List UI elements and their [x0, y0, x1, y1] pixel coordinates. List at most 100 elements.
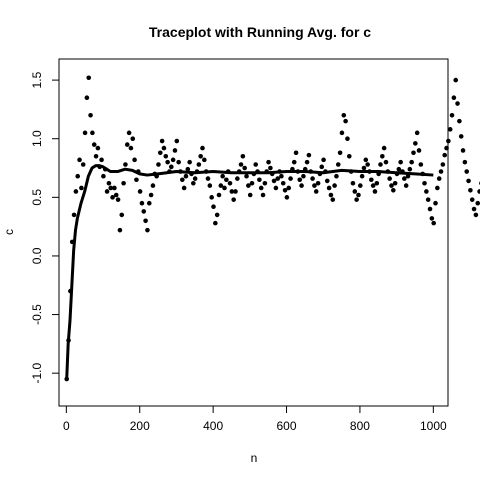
trace-point: [280, 180, 286, 186]
y-tick-label: 0.0: [30, 247, 44, 264]
trace-point: [335, 162, 341, 167]
trace-point: [381, 145, 387, 151]
trace-point: [462, 159, 468, 165]
trace-point: [447, 127, 453, 132]
trace-point: [73, 189, 79, 194]
trace-point: [88, 112, 93, 118]
trace-point: [110, 195, 115, 200]
trace-point: [132, 157, 137, 163]
y-tick-label: 1.0: [30, 130, 44, 147]
trace-point: [196, 162, 202, 167]
trace-point: [169, 164, 174, 170]
x-tick-label: 800: [350, 419, 370, 433]
trace-point: [389, 183, 394, 188]
trace-point: [451, 95, 457, 100]
trace-point: [266, 159, 271, 165]
trace-point: [126, 130, 132, 136]
trace-point: [233, 189, 238, 194]
trace-point: [387, 176, 392, 181]
trace-point: [319, 164, 325, 170]
trace-point: [299, 183, 304, 188]
trace-point: [242, 165, 247, 171]
trace-point: [436, 176, 442, 181]
trace-point: [442, 152, 448, 158]
trace-point: [356, 192, 361, 198]
trace-point: [235, 176, 240, 181]
trace-point: [112, 185, 117, 191]
trace-point: [286, 185, 292, 191]
trace-point: [191, 180, 196, 186]
trace-point: [137, 189, 143, 194]
trace-point: [332, 183, 337, 188]
trace-point: [427, 206, 433, 212]
trace-point: [101, 173, 106, 179]
trace-point: [86, 75, 92, 81]
y-axis: -1.0 -0.5 0.0 0.5 1.0 1.5: [30, 71, 60, 384]
trace-point: [297, 177, 303, 183]
y-tick-label: -0.5: [30, 304, 44, 325]
trace-point: [359, 173, 365, 179]
trace-point: [134, 177, 139, 183]
trace-point: [345, 136, 350, 142]
trace-point: [383, 159, 389, 165]
trace-point: [185, 166, 191, 172]
trace-point: [213, 220, 218, 226]
trace-point: [240, 154, 246, 159]
x-tick-label: 400: [203, 419, 223, 433]
y-tick-label: 1.5: [30, 71, 44, 88]
trace-point: [455, 101, 460, 106]
trace-point: [187, 159, 192, 165]
trace-point: [207, 183, 213, 188]
trace-point: [407, 166, 413, 172]
trace-point: [115, 197, 121, 202]
trace-point: [435, 185, 440, 191]
trace-point: [334, 173, 339, 179]
trace-point: [326, 185, 332, 191]
trace-point: [238, 162, 244, 167]
trace-point: [321, 157, 326, 163]
trace-point: [475, 200, 480, 206]
trace-point: [145, 227, 150, 233]
trace-point: [313, 189, 319, 194]
trace-point: [405, 173, 411, 179]
trace-point: [444, 145, 449, 151]
trace-point: [414, 130, 420, 136]
trace-point: [464, 169, 470, 174]
trace-point: [330, 197, 336, 202]
trace-point: [279, 173, 284, 179]
trace-point: [227, 180, 233, 186]
trace-point: [141, 209, 147, 214]
trace-point: [372, 189, 378, 194]
trace-point: [163, 154, 169, 159]
trace-point: [352, 189, 358, 194]
trace-point: [392, 180, 398, 186]
trace-point: [121, 180, 126, 186]
trace-point: [249, 180, 255, 186]
trace-point: [79, 185, 84, 191]
trace-point: [246, 183, 251, 188]
trace-point: [433, 200, 438, 206]
trace-point: [374, 180, 380, 186]
trace-point: [224, 177, 229, 183]
trace-point: [229, 189, 235, 194]
trace-point: [148, 192, 154, 198]
trace-point: [84, 95, 90, 100]
trace-point: [418, 162, 424, 167]
trace-point: [431, 220, 436, 226]
x-axis: 0 200 400 600 800 1000: [63, 405, 447, 433]
trace-point: [403, 183, 409, 188]
trace-point: [457, 118, 462, 124]
trace-point: [91, 142, 97, 147]
running-average-line-group: [65, 164, 434, 380]
trace-point: [231, 197, 236, 202]
trace-point: [273, 185, 279, 191]
trace-point: [77, 157, 82, 163]
trace-point: [176, 159, 181, 165]
y-tick-label: -1.0: [30, 363, 44, 384]
trace-point: [180, 177, 185, 183]
trace-point: [293, 150, 299, 156]
trace-point: [244, 173, 249, 179]
trace-point: [113, 192, 119, 198]
trace-point: [157, 150, 163, 156]
